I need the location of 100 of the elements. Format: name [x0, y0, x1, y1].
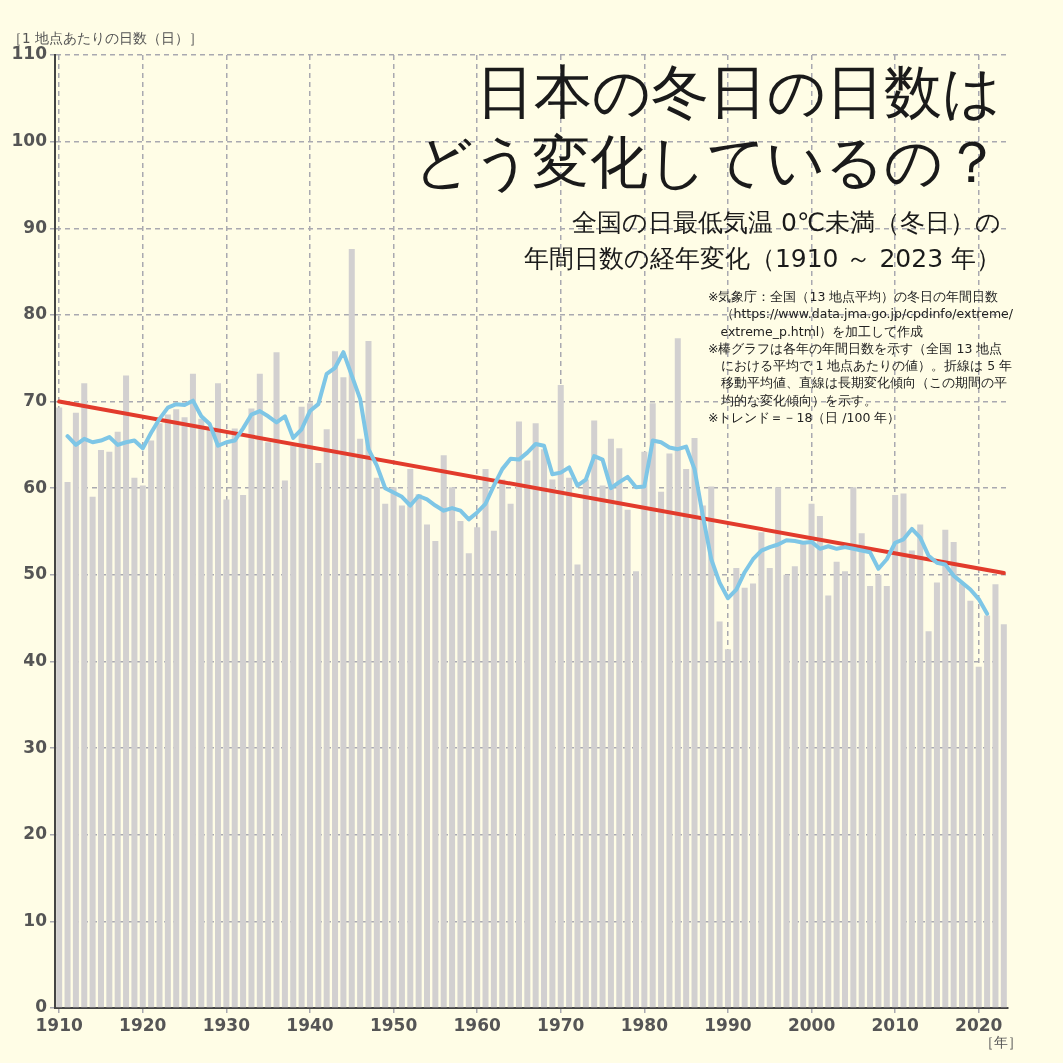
- bar: [950, 541, 957, 1008]
- bar: [791, 566, 798, 1008]
- bar: [231, 428, 238, 1008]
- bar: [189, 373, 196, 1008]
- bar: [223, 499, 230, 1008]
- bar: [741, 587, 748, 1008]
- x-tick-label: 1940: [286, 1014, 334, 1035]
- bar: [616, 448, 623, 1008]
- bar: [407, 469, 414, 1008]
- bar: [131, 477, 138, 1008]
- bar: [206, 429, 213, 1008]
- x-tick-label: 2000: [787, 1014, 836, 1035]
- bar: [348, 249, 355, 1008]
- bar: [816, 515, 823, 1008]
- bar: [549, 479, 556, 1008]
- bar: [808, 503, 815, 1008]
- bar: [164, 414, 171, 1008]
- bar: [674, 338, 681, 1008]
- bar: [858, 533, 865, 1008]
- annotation: ※気象庁：全国（13 地点平均）の冬日の年間日数（https://www.data.jma.go.jp/cpdinfo/extreme/extreme_p.html）を加工して作成: [708, 288, 1013, 340]
- bar: [984, 615, 991, 1008]
- bar: [432, 541, 439, 1008]
- bar: [775, 487, 782, 1008]
- x-axis-title: ［年］: [980, 1034, 1022, 1052]
- bar: [599, 485, 606, 1008]
- x-tick-label: 1970: [537, 1014, 585, 1035]
- x-tick-label: 1930: [202, 1014, 251, 1035]
- bar: [173, 409, 180, 1008]
- bar: [532, 423, 539, 1008]
- bar: [507, 503, 514, 1008]
- bar: [265, 442, 272, 1008]
- bar: [398, 505, 405, 1008]
- bar: [783, 574, 790, 1008]
- bar: [524, 460, 531, 1008]
- x-tick-label: 1980: [620, 1014, 669, 1035]
- bar: [240, 495, 247, 1008]
- annotation: ※棒グラフは各年の年間日数を示す（全国 13 地点における平均で 1 地点あたりの値）。折線は 5 年移動平均値、直線は長期変化傾向（この期間の平均的な変化傾向）を示す。: [708, 339, 1013, 409]
- bar: [373, 477, 380, 1008]
- bar: [933, 582, 940, 1008]
- bar: [574, 564, 581, 1008]
- bar: [306, 403, 313, 1008]
- bar: [256, 373, 263, 1008]
- bar: [248, 408, 255, 1008]
- y-tick-label: 30: [23, 736, 48, 757]
- bar: [967, 600, 974, 1008]
- x-tick-label: 1920: [119, 1014, 167, 1035]
- bar: [708, 486, 715, 1008]
- bar: [290, 445, 297, 1008]
- annotation: ※トレンド＝－18（日 /100 年）: [708, 408, 902, 426]
- bar: [56, 407, 63, 1008]
- bar: [181, 417, 188, 1008]
- bar: [658, 491, 665, 1008]
- bar: [215, 383, 222, 1008]
- bar: [298, 406, 305, 1008]
- bar: [541, 449, 548, 1008]
- bar: [850, 487, 857, 1008]
- bar: [833, 561, 840, 1008]
- bar: [557, 385, 564, 1008]
- y-tick-label: 90: [23, 216, 48, 237]
- y-tick-label: 50: [23, 563, 48, 584]
- y-tick-label: 0: [35, 996, 48, 1017]
- bar: [733, 567, 740, 1008]
- bar: [975, 666, 982, 1008]
- bar: [198, 418, 205, 1008]
- bar: [959, 583, 966, 1008]
- bar: [582, 479, 589, 1008]
- y-tick-label: 70: [23, 389, 48, 410]
- bar: [81, 383, 88, 1008]
- bar: [114, 431, 121, 1008]
- bar: [591, 420, 598, 1008]
- bar: [390, 487, 397, 1008]
- bar: [908, 550, 915, 1008]
- bar: [875, 574, 882, 1008]
- bar: [750, 583, 757, 1008]
- x-tick-label: 1990: [704, 1014, 752, 1035]
- bar: [273, 352, 280, 1008]
- bar: [942, 529, 949, 1008]
- bar: [883, 586, 890, 1008]
- text: 日本の冬日の日数はどう変化しているの？: [413, 58, 1001, 198]
- bar: [724, 649, 731, 1008]
- bar: [624, 509, 631, 1008]
- bar: [148, 440, 155, 1008]
- bar: [424, 524, 431, 1008]
- bar: [917, 524, 924, 1008]
- x-tick-label: 1960: [453, 1014, 501, 1035]
- bar: [666, 453, 673, 1008]
- bar: [716, 621, 723, 1008]
- bar: [340, 377, 347, 1008]
- x-tick-label: 1950: [369, 1014, 418, 1035]
- y-tick-label: 60: [23, 476, 48, 497]
- bar: [365, 340, 372, 1008]
- bar: [515, 421, 522, 1008]
- y-axis-title: ［1 地点あたりの日数（日）］: [8, 30, 203, 47]
- bar: [123, 375, 130, 1008]
- bar: [465, 553, 472, 1008]
- y-tick-label: 40: [23, 649, 48, 670]
- bar: [649, 403, 656, 1008]
- bar: [566, 477, 573, 1008]
- bar: [315, 463, 322, 1008]
- text: 全国の日最低気温 0℃未満（冬日）の年間日数の経年変化（1910 ～ 2023 年）: [522, 207, 1001, 276]
